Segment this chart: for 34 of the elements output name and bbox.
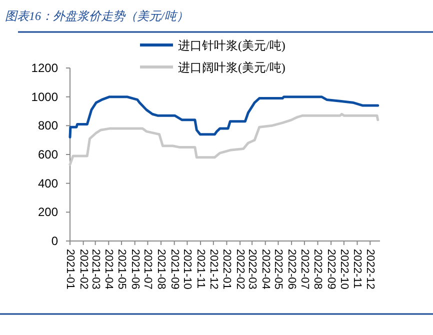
x-tick-label: 2021-04 bbox=[102, 249, 115, 290]
x-tick-label: 2021-01 bbox=[64, 249, 76, 290]
x-tick-label: 2021-07 bbox=[142, 249, 154, 290]
x-tick-label: 2022-08 bbox=[312, 249, 324, 290]
x-tick-label: 2022-05 bbox=[272, 249, 284, 290]
y-tick-label: 1200 bbox=[31, 61, 58, 75]
x-tick-label: 2022-07 bbox=[298, 249, 310, 290]
x-tick-label: 2021-09 bbox=[168, 249, 180, 290]
x-tick-label: 2022-01 bbox=[220, 249, 233, 290]
legend-label: 进口阔叶浆(美元/吨) bbox=[178, 60, 286, 74]
x-tick-label: 2022-10 bbox=[338, 249, 350, 290]
x-tick-label: 2021-05 bbox=[116, 249, 128, 290]
x-tick-label: 2022-02 bbox=[234, 249, 246, 290]
x-tick-label: 2021-06 bbox=[128, 249, 141, 290]
y-tick-label: 600 bbox=[38, 148, 58, 162]
x-tick-label: 2021-08 bbox=[155, 249, 168, 290]
y-tick-label: 0 bbox=[51, 234, 58, 248]
x-tick-label: 2021-12 bbox=[207, 249, 220, 290]
x-tick-label: 2022-04 bbox=[259, 249, 272, 290]
x-tick-label: 2022-12 bbox=[364, 249, 376, 290]
x-tick-label: 2022-06 bbox=[286, 249, 298, 290]
y-tick-label: 800 bbox=[38, 118, 58, 133]
y-tick-label: 200 bbox=[38, 205, 58, 220]
x-tick-label: 2022-09 bbox=[325, 249, 338, 290]
x-tick-label: 2021-02 bbox=[77, 249, 90, 290]
x-tick-label: 2021-03 bbox=[89, 249, 102, 290]
chart-title: 图表16：外盘浆价走势（美元/吨） bbox=[5, 9, 188, 23]
y-tick-label: 1000 bbox=[31, 90, 58, 104]
x-tick-label: 2021-10 bbox=[181, 249, 194, 290]
x-tick-label: 2022-11 bbox=[351, 249, 364, 289]
y-tick-label: 400 bbox=[38, 176, 58, 190]
x-tick-label: 2021-11 bbox=[194, 249, 207, 289]
x-tick-label: 2022-03 bbox=[246, 249, 258, 290]
legend-label: 进口针叶浆(美元/吨) bbox=[178, 38, 286, 52]
